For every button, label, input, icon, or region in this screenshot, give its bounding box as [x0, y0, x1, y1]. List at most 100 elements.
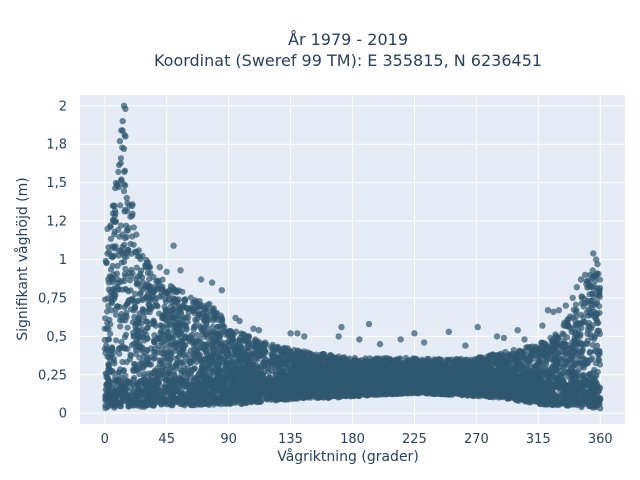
data-point [382, 356, 389, 363]
data-point [144, 347, 151, 354]
data-point [116, 162, 123, 169]
data-point [240, 350, 248, 357]
data-point [105, 354, 112, 361]
data-point [584, 359, 591, 367]
data-point [263, 356, 270, 363]
data-point [123, 359, 130, 366]
data-point [142, 318, 150, 325]
data-point [584, 340, 591, 347]
data-point [179, 316, 186, 323]
data-point [521, 366, 528, 373]
data-point [262, 349, 269, 356]
data-point [594, 368, 601, 376]
data-point [210, 347, 218, 354]
data-point [135, 315, 142, 322]
data-point [156, 361, 163, 368]
data-point [585, 283, 592, 290]
data-point [560, 331, 567, 338]
data-point [107, 321, 114, 328]
data-point [172, 320, 179, 327]
data-point [560, 363, 567, 370]
data-point [563, 351, 570, 358]
data-point [163, 355, 170, 362]
data-point [173, 308, 180, 315]
data-point [560, 345, 568, 352]
data-point [123, 309, 130, 316]
data-point [103, 325, 110, 332]
data-point [305, 351, 312, 358]
data-point [592, 347, 599, 354]
data-point [559, 356, 567, 363]
data-point [319, 351, 326, 358]
data-point [279, 360, 286, 367]
data-point [151, 286, 158, 294]
data-point [572, 317, 579, 324]
data-point [121, 167, 128, 174]
data-point [517, 361, 524, 368]
data-point [143, 357, 150, 364]
data-point [133, 320, 140, 327]
data-point [268, 344, 275, 351]
data-point [232, 366, 239, 373]
data-point [169, 364, 176, 371]
data-point [123, 253, 130, 260]
data-point [187, 360, 194, 367]
data-point [133, 344, 140, 351]
data-point [173, 296, 180, 303]
data-point [521, 354, 528, 361]
data-point [329, 360, 336, 367]
data-point [119, 286, 126, 293]
data-point [222, 344, 229, 351]
data-point [150, 318, 157, 325]
data-point [593, 330, 600, 337]
data-point [120, 367, 127, 374]
data-point [160, 332, 167, 339]
data-point [109, 243, 116, 250]
data-point [107, 330, 114, 337]
data-point [595, 319, 602, 327]
data-point [118, 259, 125, 266]
data-point [241, 331, 248, 338]
data-point [524, 361, 531, 368]
data-point [211, 367, 218, 374]
data-point [560, 369, 567, 376]
data-point [112, 311, 119, 318]
data-point [425, 356, 432, 363]
data-point [109, 262, 116, 270]
data-point [108, 292, 115, 299]
data-point [596, 357, 603, 364]
data-point [596, 293, 604, 300]
data-points [101, 102, 604, 412]
data-point [149, 304, 156, 311]
data-point [204, 301, 211, 308]
data-point [121, 334, 128, 341]
data-point [183, 325, 190, 332]
data-point [586, 310, 594, 317]
data-point [103, 259, 110, 266]
data-point [123, 222, 130, 229]
data-point [535, 356, 542, 364]
data-point [119, 243, 126, 250]
data-point [179, 347, 186, 354]
data-point [574, 331, 581, 338]
data-point [128, 306, 135, 313]
data-point [120, 188, 128, 195]
data-point [199, 326, 207, 333]
data-point [115, 168, 122, 175]
data-point [584, 330, 591, 337]
data-point [103, 342, 110, 349]
data-point [106, 249, 113, 256]
data-point [127, 287, 134, 294]
data-point [591, 335, 598, 342]
data-point [152, 349, 159, 356]
data-point [129, 210, 136, 217]
data-point [535, 345, 542, 352]
data-point [554, 360, 561, 367]
data-point [134, 273, 141, 280]
data-point [571, 337, 578, 344]
data-point [568, 328, 575, 336]
data-point [502, 348, 509, 356]
data-point [175, 312, 182, 319]
data-point [173, 289, 180, 296]
data-point [597, 276, 604, 283]
